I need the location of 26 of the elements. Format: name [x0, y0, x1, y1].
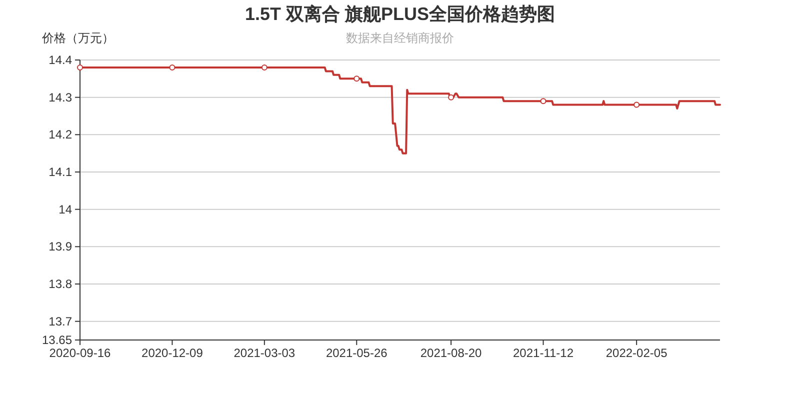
ytick: 14.1 — [48, 165, 72, 179]
point — [77, 64, 83, 70]
ytick: 14.3 — [48, 90, 72, 104]
ytick: 14 — [58, 202, 72, 216]
ytick: 14.4 — [48, 53, 72, 67]
subtitle: 数据来自经销商报价 — [346, 31, 454, 45]
point — [448, 94, 454, 100]
ytick: 13.9 — [48, 240, 72, 254]
xtick: 2022-02-05 — [606, 346, 668, 360]
xtick: 2020-09-16 — [49, 346, 111, 360]
ytick: 13.7 — [48, 314, 72, 328]
xtick: 2021-11-12 — [513, 346, 574, 360]
xtick: 2021-03-03 — [234, 346, 296, 360]
xtick: 2021-08-20 — [420, 346, 482, 360]
point — [634, 102, 640, 108]
title: 1.5T 双离合 旗舰PLUS全国价格趋势图 — [244, 4, 556, 24]
point — [261, 64, 268, 70]
ytick: 13.8 — [48, 277, 72, 291]
point — [169, 64, 176, 70]
ytick: 14.2 — [48, 128, 72, 142]
point — [540, 98, 546, 104]
point — [354, 76, 360, 82]
ytick: 13.65 — [42, 333, 72, 347]
xtick: 2021-05-26 — [326, 346, 388, 360]
xtick: 2020-12-09 — [142, 346, 203, 360]
ylabel: 价格（万元） — [42, 31, 114, 45]
